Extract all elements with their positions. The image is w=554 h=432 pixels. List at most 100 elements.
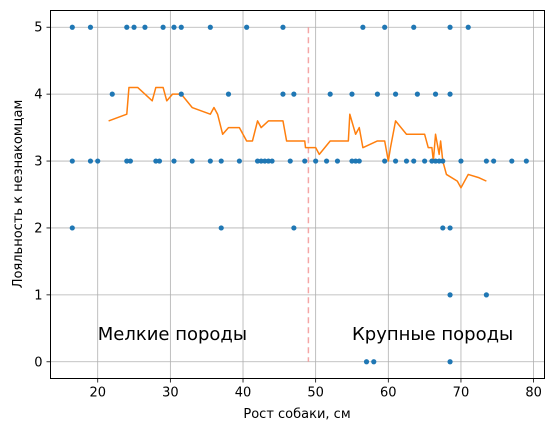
data-point [189, 158, 195, 164]
x-tick-label: 50 [307, 386, 324, 401]
y-tick-label: 1 [34, 288, 42, 303]
y-tick-label: 0 [34, 355, 42, 370]
x-axis-label: Рост собаки, см [243, 407, 350, 422]
data-point [95, 158, 101, 164]
data-point [403, 158, 410, 164]
data-point [225, 91, 232, 97]
data-point [363, 359, 370, 365]
data-point [69, 158, 75, 164]
data-point [262, 158, 268, 164]
data-point [218, 158, 224, 164]
data-point [258, 158, 264, 164]
data-point [69, 225, 75, 231]
data-point [447, 359, 453, 365]
trend-line [108, 86, 487, 189]
x-tick-label: 30 [162, 386, 179, 401]
data-point [458, 158, 464, 164]
data-point [153, 158, 159, 164]
data-point [131, 24, 137, 30]
data-point [465, 24, 471, 30]
data-point [160, 24, 166, 30]
data-point [124, 158, 130, 164]
x-tick-label: 70 [453, 386, 470, 401]
data-point [291, 91, 297, 97]
data-point [432, 158, 439, 164]
x-tick-label: 80 [525, 386, 542, 401]
data-point [349, 91, 355, 97]
data-point [353, 158, 359, 164]
plot-frame [50, 10, 545, 379]
data-point [382, 158, 388, 164]
data-point [236, 158, 242, 164]
data-point [447, 225, 453, 231]
data-point [69, 24, 75, 30]
data-point [436, 158, 442, 164]
y-tick-label: 2 [34, 221, 42, 236]
data-point [483, 292, 489, 298]
data-point [244, 24, 250, 30]
data-point [109, 91, 115, 97]
data-point [432, 91, 439, 97]
data-point [440, 158, 446, 164]
data-point [382, 24, 388, 30]
data-point [483, 158, 489, 164]
data-point [411, 158, 417, 164]
data-point [356, 158, 362, 164]
data-point [414, 91, 420, 97]
data-point [127, 158, 134, 164]
scatter-series [69, 24, 529, 365]
data-point [523, 158, 529, 164]
data-point [254, 158, 261, 164]
data-point [124, 24, 130, 30]
data-point [422, 158, 428, 164]
data-point [323, 158, 330, 164]
annotation-label: Крупные породы [352, 324, 513, 345]
data-point [392, 158, 399, 164]
data-point [429, 158, 435, 164]
data-point [87, 24, 94, 30]
data-point [218, 225, 224, 231]
data-point [302, 158, 308, 164]
y-axis-label: Лояльность к незнакомцам [11, 100, 26, 289]
y-tick-label: 3 [34, 155, 42, 170]
data-point [207, 158, 213, 164]
data-point [447, 292, 453, 298]
data-point [349, 158, 355, 164]
data-point [87, 158, 94, 164]
data-point [178, 91, 184, 97]
data-point [265, 158, 272, 164]
data-point [291, 225, 297, 231]
data-point [178, 24, 184, 30]
data-point [142, 24, 148, 30]
data-point [360, 24, 366, 30]
data-point [509, 158, 515, 164]
data-point [447, 24, 453, 30]
y-tick-label: 4 [34, 88, 42, 103]
x-tick-label: 60 [380, 386, 397, 401]
data-point [287, 158, 293, 164]
data-point [156, 158, 163, 164]
data-point [280, 24, 286, 30]
data-point [392, 91, 399, 97]
data-point [371, 359, 377, 365]
moving-average-series [108, 86, 487, 189]
data-point [313, 158, 319, 164]
x-tick-label: 40 [235, 386, 252, 401]
data-point [334, 158, 341, 164]
data-point [411, 24, 417, 30]
data-point [171, 158, 177, 164]
data-point [207, 24, 213, 30]
data-point [491, 158, 497, 164]
data-point [440, 225, 446, 231]
data-point [280, 91, 286, 97]
x-tick-label: 20 [89, 386, 106, 401]
annotation-label: Мелкие породы [98, 324, 247, 345]
axis-ticks: 20 30 40 50 60 70 80 0 1 2 3 4 5 [34, 21, 542, 401]
data-point [447, 91, 453, 97]
data-point [374, 91, 381, 97]
annotations: Мелкие породы Крупные породы [98, 324, 514, 345]
data-point [327, 91, 333, 97]
y-tick-label: 5 [34, 21, 42, 36]
